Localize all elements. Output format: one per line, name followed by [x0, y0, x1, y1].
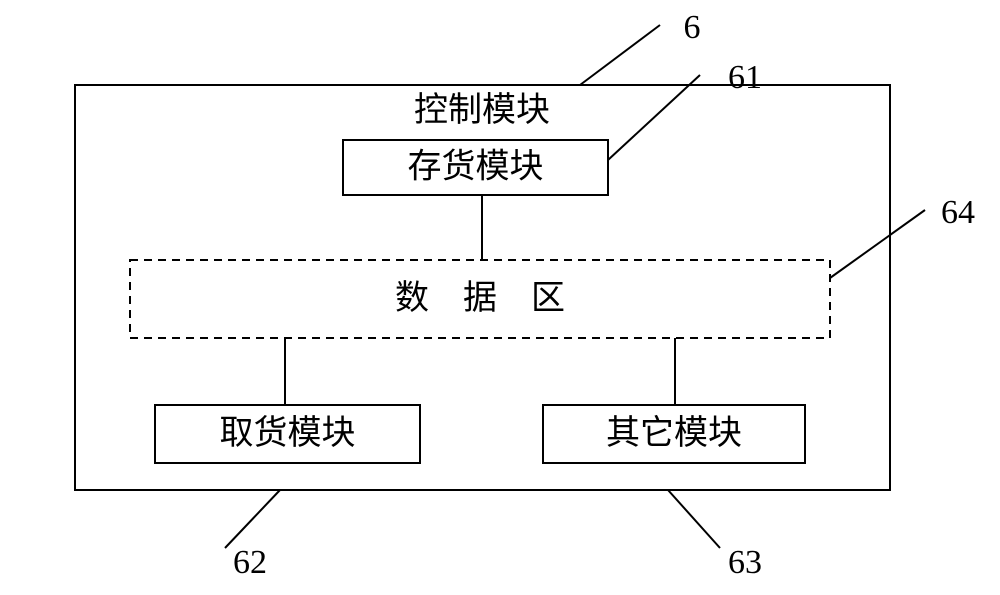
callout-label-63: 63 — [728, 544, 762, 581]
control-module-title: 控制模块 — [414, 91, 550, 129]
callout-label-62: 62 — [233, 544, 267, 581]
pickup-label: 取货模块 — [220, 414, 356, 452]
callout-line-62 — [225, 490, 280, 548]
data_area-label: 数 据 区 — [395, 279, 565, 317]
callout-line-6 — [580, 25, 660, 85]
callout-line-64 — [830, 210, 925, 278]
callout-label-61: 61 — [728, 59, 762, 96]
callout-label-6: 6 — [684, 9, 701, 46]
callout-line-61 — [608, 75, 700, 160]
inventory-label: 存货模块 — [408, 147, 544, 185]
callout-line-63 — [668, 490, 720, 548]
callout-label-64: 64 — [941, 194, 975, 231]
other-label: 其它模块 — [606, 414, 742, 452]
